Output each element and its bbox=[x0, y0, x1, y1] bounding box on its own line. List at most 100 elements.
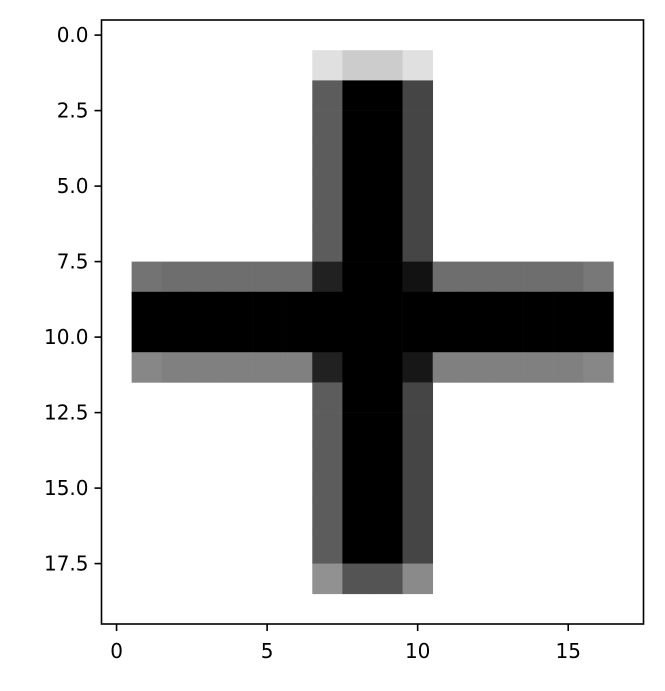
heatmap-cell bbox=[312, 473, 343, 504]
heatmap-cell bbox=[342, 171, 373, 202]
heatmap-cell bbox=[553, 291, 584, 323]
heatmap-cell bbox=[372, 201, 403, 232]
heatmap-cell bbox=[342, 382, 373, 413]
heatmap-cell bbox=[342, 352, 373, 383]
heatmap-cell bbox=[312, 50, 343, 81]
heatmap-cell bbox=[523, 322, 554, 353]
heatmap-cell bbox=[402, 382, 434, 413]
y-tick-label: 2.5 bbox=[57, 99, 89, 123]
heatmap-cell bbox=[191, 322, 223, 353]
heatmap-cell bbox=[462, 261, 494, 293]
heatmap-cell bbox=[372, 382, 403, 413]
heatmap-cell bbox=[372, 50, 403, 81]
heatmap-cell bbox=[402, 322, 434, 353]
y-tick-label: 0.0 bbox=[57, 23, 89, 47]
heatmap-cell bbox=[402, 50, 434, 81]
y-tick-label: 15.0 bbox=[44, 476, 89, 500]
x-tick-label: 0 bbox=[110, 639, 123, 663]
y-tick-label: 17.5 bbox=[44, 552, 89, 576]
heatmap-cell bbox=[402, 80, 434, 111]
heatmap-cell bbox=[161, 322, 193, 353]
heatmap-cell bbox=[312, 503, 343, 534]
heatmap-cell bbox=[372, 352, 403, 383]
heatmap-cell bbox=[372, 503, 403, 534]
heatmap-cell bbox=[161, 291, 193, 323]
heatmap-cell bbox=[161, 352, 193, 383]
heatmap-cell bbox=[131, 291, 163, 323]
heatmap-cell bbox=[282, 322, 313, 353]
heatmap-cell bbox=[402, 503, 434, 534]
heatmap-cell bbox=[372, 442, 403, 474]
heatmap-cell bbox=[462, 352, 494, 383]
heatmap-cell bbox=[402, 473, 434, 504]
x-tick-label: 10 bbox=[405, 639, 430, 663]
heatmap-cell bbox=[191, 352, 223, 383]
heatmap-cell bbox=[583, 291, 614, 323]
heatmap-cell bbox=[312, 140, 343, 172]
heatmap-cell bbox=[252, 322, 283, 353]
heatmap-cell bbox=[342, 563, 373, 595]
heatmap-cell bbox=[523, 261, 554, 293]
heatmap-cell bbox=[342, 442, 373, 474]
heatmap-cell bbox=[553, 322, 584, 353]
heatmap-cell bbox=[372, 291, 403, 323]
heatmap-cell bbox=[161, 261, 193, 293]
heatmap-cell bbox=[402, 231, 434, 262]
heatmap-cell bbox=[221, 291, 253, 323]
heatmap-cell bbox=[252, 261, 283, 293]
heatmap-cell bbox=[342, 533, 373, 564]
heatmap-cell bbox=[312, 80, 343, 111]
heatmap-cell bbox=[372, 231, 403, 262]
heatmap-cell bbox=[342, 140, 373, 172]
x-tick-label: 15 bbox=[555, 639, 580, 663]
y-tick-label: 5.0 bbox=[57, 174, 89, 198]
heatmap-cell bbox=[372, 563, 403, 595]
heatmap-cell bbox=[131, 352, 163, 383]
heatmap-cell bbox=[372, 171, 403, 202]
heatmap-cell bbox=[402, 563, 434, 595]
heatmap-cell bbox=[342, 412, 373, 444]
heatmap-cell bbox=[282, 261, 313, 293]
heatmap-cell bbox=[312, 110, 343, 142]
heatmap-cell bbox=[432, 322, 464, 353]
heatmap-cell bbox=[372, 261, 403, 293]
heatmap-cell bbox=[402, 291, 434, 323]
heatmap-cell bbox=[221, 322, 253, 353]
y-axis: 0.0 2.5 5.0 7.5 10.0 12.5 15.0 17.5 bbox=[44, 23, 102, 576]
heatmap-cell bbox=[432, 261, 464, 293]
heatmap-cell bbox=[312, 352, 343, 383]
heatmap-cell bbox=[553, 261, 584, 293]
x-tick-label: 5 bbox=[261, 639, 274, 663]
heatmap-cell bbox=[282, 352, 313, 383]
plot-frame bbox=[100, 19, 645, 625]
heatmap-cell bbox=[492, 352, 524, 383]
heatmap-cell bbox=[432, 352, 464, 383]
heatmap-cell bbox=[583, 352, 614, 383]
heatmap-cell bbox=[191, 291, 223, 323]
heatmap-cell bbox=[342, 110, 373, 142]
heatmap-cell bbox=[492, 261, 524, 293]
heatmap-cell bbox=[372, 412, 403, 444]
heatmap-cell bbox=[372, 80, 403, 111]
heatmap-cell bbox=[312, 382, 343, 413]
y-tick-label: 10.0 bbox=[44, 325, 89, 349]
heatmap-cell bbox=[402, 201, 434, 232]
heatmap-cell bbox=[523, 291, 554, 323]
heatmap-cell bbox=[131, 261, 163, 293]
heatmap-cell bbox=[492, 322, 524, 353]
heatmap-cells bbox=[131, 50, 614, 595]
heatmap-cell bbox=[523, 352, 554, 383]
heatmap-cell bbox=[402, 442, 434, 474]
heatmap-cell bbox=[372, 533, 403, 564]
heatmap-cell bbox=[312, 533, 343, 564]
heatmap-cell bbox=[372, 322, 403, 353]
heatmap-cell bbox=[342, 322, 373, 353]
heatmap-cell bbox=[221, 261, 253, 293]
heatmap-cell bbox=[342, 80, 373, 111]
heatmap-cell bbox=[402, 140, 434, 172]
heatmap-cell bbox=[312, 322, 343, 353]
heatmap-cell bbox=[583, 261, 614, 293]
heatmap-cell bbox=[553, 352, 584, 383]
heatmap-cell bbox=[252, 352, 283, 383]
